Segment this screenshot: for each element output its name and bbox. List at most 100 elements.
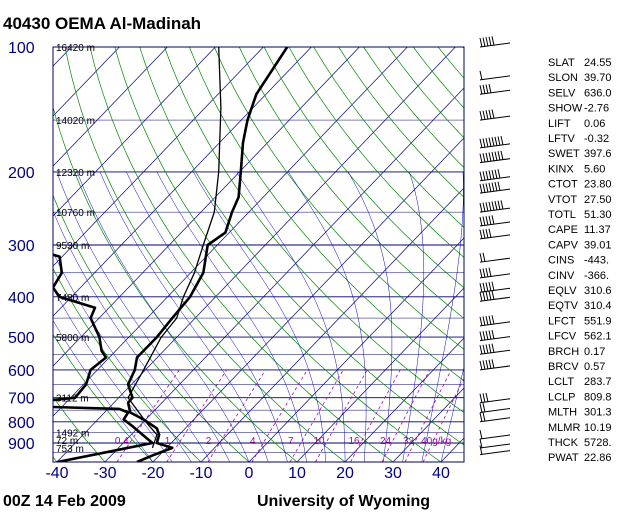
index-label: CAPE [548, 224, 578, 236]
temperature-tick-label: 30 [384, 465, 402, 482]
index-label: MLMR [548, 422, 580, 434]
dry-adiabat-line [53, 105, 298, 462]
wind-barb [479, 109, 511, 121]
mixing-ratio-line [381, 369, 431, 462]
temperature-tick-label: 40 [432, 465, 450, 482]
mixing-ratio-label: 40g/kg [421, 436, 451, 447]
pressure-tick-label: 400 [8, 290, 35, 307]
chart-title: 40430 OEMA Al-Madinah [3, 14, 201, 33]
index-value: 0.57 [584, 361, 605, 373]
index-value: 39.70 [584, 72, 612, 84]
index-value: 39.01 [584, 239, 612, 251]
wind-barb [479, 429, 511, 440]
moist-adiabat-line [53, 251, 192, 462]
height-label: 12320 m [56, 168, 95, 179]
index-value: 5.60 [584, 163, 605, 175]
temperature-tick-label: 0 [245, 465, 254, 482]
background-grid [53, 47, 464, 462]
mixing-ratio-line [116, 369, 180, 462]
isotherm-line [344, 337, 464, 462]
isotherm-line [152, 137, 464, 462]
temperature-tick-label: -30 [93, 465, 116, 482]
temperature-tick-label: -40 [45, 465, 68, 482]
height-label: 3112 m [56, 394, 89, 405]
dry-adiabat-line [53, 194, 250, 462]
moist-adiabat-line [402, 171, 425, 462]
dry-adiabat-line [238, 47, 464, 319]
isotherm-line [392, 387, 464, 462]
index-value: 397.6 [584, 148, 612, 160]
wind-barb [479, 252, 511, 263]
wind-barb [479, 135, 511, 149]
height-label: 5800 m [56, 333, 89, 344]
moist-adiabat-line [193, 171, 327, 462]
index-label: CINS [548, 255, 574, 267]
wind-barb [479, 181, 511, 194]
source-credit: University of Wyoming [257, 493, 430, 510]
mixing-ratio-label: 16 [348, 436, 360, 447]
temperature-tick-label: -20 [141, 465, 164, 482]
index-label: LFTV [548, 133, 576, 145]
index-value: 283.7 [584, 376, 612, 388]
wind-barb [479, 343, 511, 355]
index-label: LFCT [548, 315, 576, 327]
temperature-tick-label: -10 [189, 465, 212, 482]
index-value: -2.76 [584, 103, 609, 115]
index-label: PWAT [548, 452, 579, 464]
plot-frame [52, 46, 465, 463]
index-value: 11.37 [584, 224, 611, 236]
index-value: -443. [584, 255, 609, 267]
dry-adiabat-line [114, 47, 442, 462]
index-label: LFCV [548, 331, 577, 343]
moist-adiabat-line [288, 171, 367, 462]
temperature-tick-label: 10 [288, 465, 306, 482]
mixing-ratio-line [404, 369, 452, 462]
dry-adiabat-line [164, 47, 464, 414]
mixing-ratio-line [315, 369, 368, 462]
isotherm-line [200, 187, 464, 462]
pressure-tick-label: 100 [8, 40, 35, 57]
wind-barb [479, 392, 511, 404]
wind-barb [479, 329, 511, 342]
index-label: SHOW [548, 103, 583, 115]
index-value: 0.17 [584, 346, 605, 358]
index-label: THCK [548, 437, 579, 449]
moist-adiabat-line [53, 319, 154, 462]
index-label: LCLT [548, 376, 574, 388]
height-labels: 16420 m 14020 m 12320 m 10760 m 9530 m 7480 m… [56, 43, 95, 455]
index-label: SELV [548, 87, 576, 99]
index-value: 301.3 [584, 407, 612, 419]
height-label: 14020 m [56, 116, 95, 127]
wind-barb [479, 228, 511, 240]
index-label: SWET [548, 148, 580, 160]
wind-barb [479, 403, 511, 414]
index-label: CINV [548, 270, 575, 282]
moist-adiabat-line [53, 287, 173, 462]
index-value: 0.06 [584, 118, 605, 130]
moist-adiabat-line [56, 171, 231, 462]
pressure-tick-label: 600 [8, 363, 35, 380]
temperature-line [126, 47, 289, 462]
index-label: BRCV [548, 361, 579, 373]
isotherm-line [53, 47, 168, 167]
index-label: LIFT [548, 118, 571, 130]
pressure-tick-labels: 100 200 300 400 500 600 700 800 900 [8, 40, 35, 453]
isotherm-line [53, 47, 216, 217]
index-label: SLON [548, 72, 578, 84]
mixing-ratio-line [350, 369, 401, 462]
dewpoint-line [53, 253, 154, 462]
mixing-ratio-label: 2 [206, 436, 212, 447]
wind-barb [479, 359, 511, 371]
index-value: -366. [584, 270, 609, 282]
index-label: MLTH [548, 407, 577, 419]
index-value: 5728. [584, 437, 612, 449]
wind-barb [479, 200, 511, 213]
index-value: 51.30 [584, 209, 612, 221]
mixing-ratio-line [251, 369, 308, 462]
height-label: 16420 m [56, 43, 95, 54]
wind-barb [479, 315, 511, 327]
height-label: 9530 m [56, 241, 89, 252]
pressure-tick-label: 900 [8, 436, 35, 453]
dry-adiabat-line [189, 47, 464, 382]
moist-adiabat-line [421, 171, 464, 462]
